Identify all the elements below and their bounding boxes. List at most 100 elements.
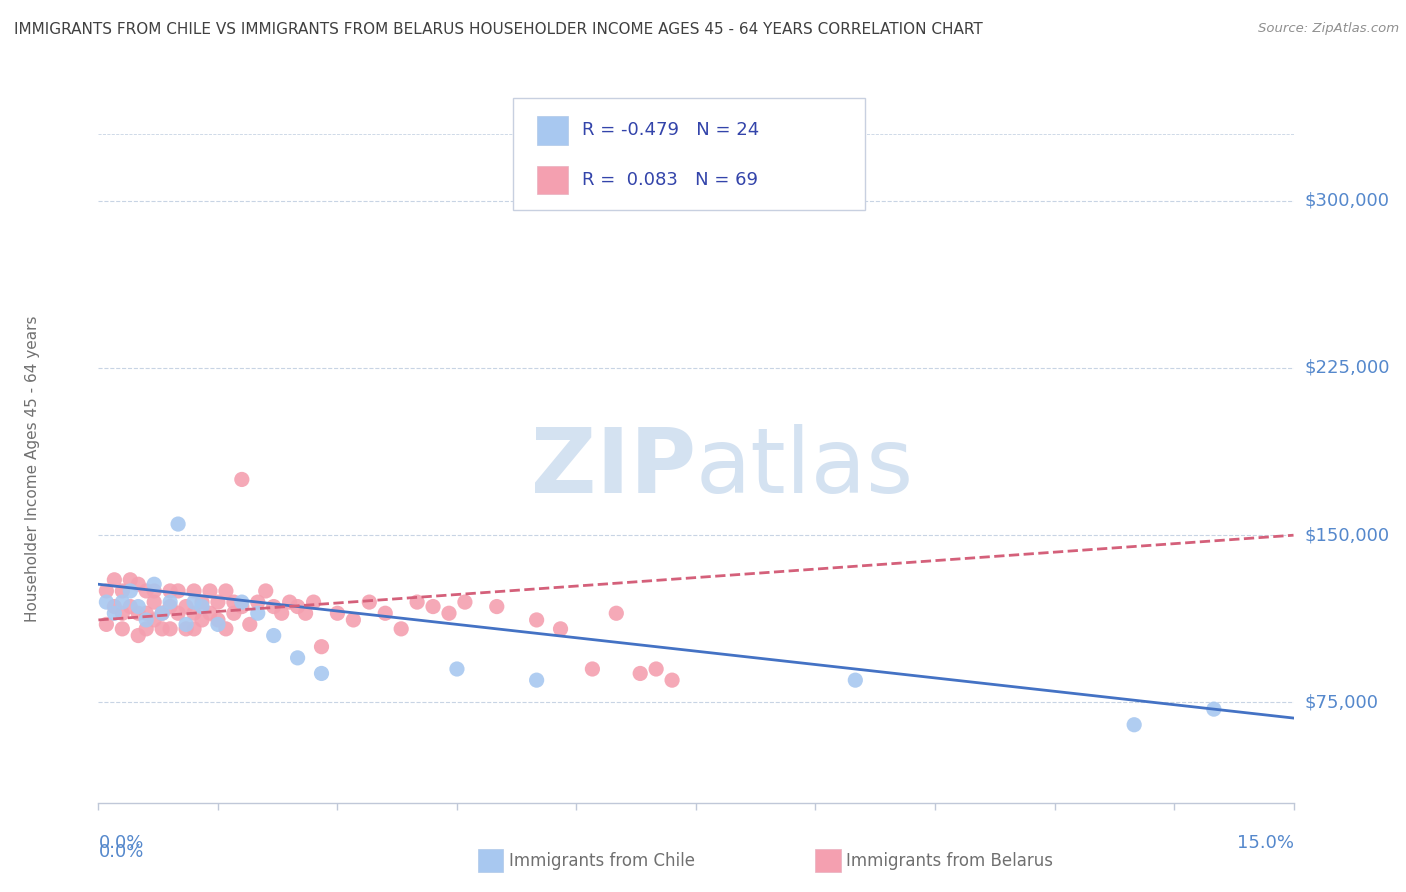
Point [191, 613, 214, 627]
Point [135, 622, 157, 636]
Point [111, 622, 134, 636]
Point [174, 622, 197, 636]
Point [263, 599, 285, 614]
Text: Immigrants from Belarus: Immigrants from Belarus [846, 852, 1053, 870]
Point [150, 607, 173, 621]
Point [302, 595, 325, 609]
Point [628, 666, 651, 681]
Point [127, 599, 149, 614]
Point [437, 607, 460, 621]
Point [150, 622, 173, 636]
Point [342, 613, 364, 627]
Point [127, 628, 149, 642]
Point [111, 607, 134, 621]
Point [143, 595, 166, 609]
Point [127, 577, 149, 591]
Text: 0.0%: 0.0% [98, 843, 143, 861]
Point [1123, 717, 1146, 731]
Point [294, 607, 316, 621]
Point [222, 595, 245, 609]
Point [270, 607, 292, 621]
Text: IMMIGRANTS FROM CHILE VS IMMIGRANTS FROM BELARUS HOUSEHOLDER INCOME AGES 45 - 64: IMMIGRANTS FROM CHILE VS IMMIGRANTS FROM… [14, 22, 983, 37]
Point [103, 599, 125, 614]
Point [96, 583, 118, 598]
Point [422, 599, 444, 614]
Point [135, 613, 157, 627]
Point [120, 573, 142, 587]
Point [111, 583, 134, 598]
Point [287, 599, 309, 614]
Point [645, 662, 668, 676]
Point [446, 662, 468, 676]
Point [526, 673, 548, 687]
Text: 15.0%: 15.0% [1236, 834, 1294, 852]
Text: Source: ZipAtlas.com: Source: ZipAtlas.com [1258, 22, 1399, 36]
Point [167, 583, 190, 598]
Point [103, 607, 125, 621]
Point [96, 617, 118, 632]
Point [183, 595, 205, 609]
Point [231, 595, 253, 609]
Point [246, 607, 269, 621]
Point [96, 595, 118, 609]
Point [359, 595, 381, 609]
Point [174, 599, 197, 614]
Text: $300,000: $300,000 [1305, 192, 1389, 210]
Point [287, 651, 309, 665]
Point [167, 517, 190, 532]
Point [159, 595, 181, 609]
Point [191, 595, 214, 609]
Text: Householder Income Ages 45 - 64 years: Householder Income Ages 45 - 64 years [25, 315, 41, 622]
Point [254, 583, 277, 598]
Point [174, 617, 197, 632]
Point [143, 577, 166, 591]
Point [120, 583, 142, 598]
Point [231, 599, 253, 614]
Point [183, 622, 205, 636]
Point [183, 583, 205, 598]
Text: 0.0%: 0.0% [98, 834, 143, 852]
Text: Immigrants from Chile: Immigrants from Chile [509, 852, 695, 870]
Point [159, 599, 181, 614]
Point [844, 673, 866, 687]
Point [485, 599, 508, 614]
Point [150, 607, 173, 621]
Point [183, 607, 205, 621]
Point [198, 583, 221, 598]
Text: $225,000: $225,000 [1305, 359, 1391, 377]
Point [111, 595, 134, 609]
Point [239, 617, 262, 632]
Point [143, 613, 166, 627]
Point [167, 607, 190, 621]
Point [143, 583, 166, 598]
Point [454, 595, 477, 609]
Point [278, 595, 301, 609]
Point [198, 607, 221, 621]
Point [661, 673, 683, 687]
Point [103, 573, 125, 587]
Point [127, 607, 149, 621]
Point [581, 662, 603, 676]
Point [246, 595, 269, 609]
Point [550, 622, 572, 636]
Point [263, 628, 285, 642]
Point [135, 607, 157, 621]
Point [215, 622, 238, 636]
Text: ZIP: ZIP [531, 425, 696, 512]
Point [389, 622, 412, 636]
Text: atlas: atlas [696, 425, 914, 512]
Point [120, 599, 142, 614]
Text: $75,000: $75,000 [1305, 693, 1379, 712]
Point [222, 607, 245, 621]
Point [374, 607, 396, 621]
Point [207, 613, 229, 627]
Point [1202, 702, 1225, 716]
Point [311, 666, 333, 681]
Point [231, 473, 253, 487]
Point [191, 599, 214, 614]
Point [207, 595, 229, 609]
Point [406, 595, 429, 609]
Point [526, 613, 548, 627]
Point [326, 607, 349, 621]
Text: R =  0.083   N = 69: R = 0.083 N = 69 [582, 171, 758, 189]
